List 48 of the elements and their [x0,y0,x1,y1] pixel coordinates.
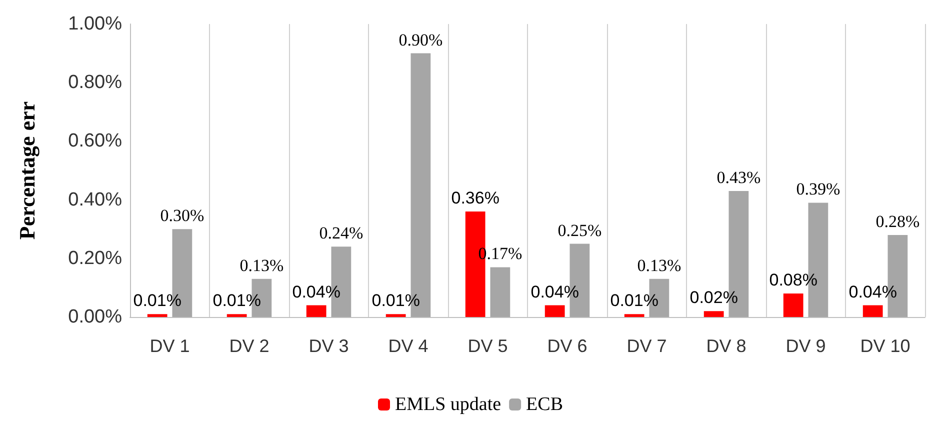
bar [704,311,724,317]
data-label: 0.04% [530,282,579,302]
data-label: 0.01% [372,291,420,310]
data-label: 0.28% [876,212,920,231]
data-label: 0.01% [212,291,261,310]
bar [490,267,510,317]
data-label: 0.30% [160,206,204,226]
y-axis-title: Percentage err [14,101,40,240]
data-label: 0.13% [637,256,682,275]
data-label: 0.01% [133,291,182,310]
x-tick-label: DV 8 [706,336,746,356]
data-label: 0.04% [848,282,897,302]
y-tick-label: 0.00% [68,306,122,328]
bar [306,305,326,317]
legend-label: EMLS update [394,394,502,415]
y-tick-label: 0.20% [68,248,122,269]
x-tick-label: DV 7 [626,336,667,356]
data-label: 0.01% [610,291,658,310]
bar [862,305,883,317]
data-label: 0.43% [716,168,761,188]
x-tick-label: DV 5 [468,336,508,356]
bar [624,314,644,317]
bar [147,314,168,317]
data-label: 0.08% [769,270,818,290]
data-label: 0.24% [319,224,364,243]
data-label: 0.90% [398,30,443,50]
bar [544,305,565,317]
x-tick-label: DV 3 [308,336,349,356]
data-label: 0.25% [558,220,602,240]
x-tick-label: DV 9 [786,336,826,356]
data-label: 0.02% [690,288,738,308]
legend-label: ECB [526,394,564,415]
data-label: 0.36% [451,188,500,208]
y-tick-label: 0.60% [68,130,122,152]
x-tick-label: DV 10 [860,336,910,356]
data-label: 0.39% [796,180,840,199]
bar [783,294,804,317]
y-tick-label: 1.00% [68,14,122,34]
y-tick-label: 0.40% [68,189,122,210]
data-label: 0.04% [292,282,340,302]
x-tick-label: DV 1 [150,336,190,356]
bar [386,314,406,317]
x-tick-label: DV 2 [229,336,270,356]
x-tick-label: DV 4 [388,336,428,356]
bar [226,314,247,317]
data-label: 0.13% [240,256,284,275]
y-tick-label: 0.80% [68,72,122,94]
x-tick-label: DV 6 [547,336,588,356]
